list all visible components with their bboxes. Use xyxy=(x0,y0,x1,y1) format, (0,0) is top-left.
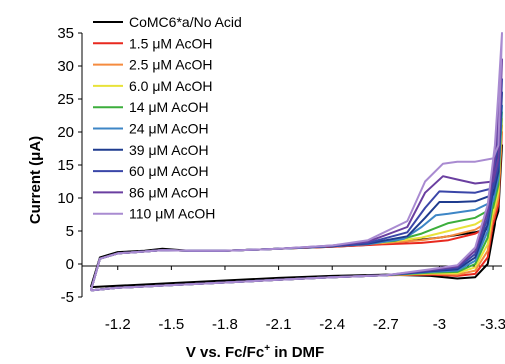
legend-label: 24 μM AcOH xyxy=(129,121,209,137)
x-tick-labels: -1.2 -1.5 -1.8 -2.1 -2.4 -2.7 -3 -3.3 xyxy=(105,266,505,333)
legend-label: 39 μM AcOH xyxy=(129,142,209,158)
y-tick-label: 15 xyxy=(57,157,74,174)
legend-label: 110 μM AcOH xyxy=(129,206,215,222)
legend-label: CoMC6*a/No Acid xyxy=(129,14,242,30)
legend-label: 86 μM AcOH xyxy=(129,184,209,200)
y-tick-label: 25 xyxy=(57,91,74,108)
x-axis-title-main: V vs. Fc/Fc xyxy=(186,344,264,361)
x-axis-title-suffix: in DMF xyxy=(270,344,324,361)
series-curves xyxy=(89,32,503,292)
x-axis-title-sup: + xyxy=(264,343,270,354)
y-axis-title: Current (μA) xyxy=(27,136,44,224)
y-tick-label: 35 xyxy=(57,25,74,42)
x-tick-label: -3.3 xyxy=(480,316,505,333)
legend-label: 6.0 μM AcOH xyxy=(129,78,213,94)
x-tick-label: -1.2 xyxy=(105,316,131,333)
x-tick-label: -2.7 xyxy=(373,316,399,333)
y-tick-label: -5 xyxy=(61,289,74,306)
y-tick-labels: -5 0 5 10 15 20 25 30 35 xyxy=(57,25,82,306)
x-tick-label: -1.5 xyxy=(158,316,184,333)
x-tick-label: -2.4 xyxy=(319,316,345,333)
x-tick-label: -2.1 xyxy=(266,316,292,333)
x-tick-label: -3 xyxy=(433,316,446,333)
legend-label: 14 μM AcOH xyxy=(129,99,209,115)
x-tick-label: -1.8 xyxy=(212,316,238,333)
y-tick-label: 20 xyxy=(57,124,74,141)
y-tick-label: 30 xyxy=(57,58,74,75)
legend: CoMC6*a/No Acid 1.5 μM AcOH 2.5 μM AcOH 6.0… xyxy=(93,14,242,222)
x-axis-title: V vs. Fc/Fc+ in DMF xyxy=(186,343,324,361)
legend-label: 2.5 μM AcOH xyxy=(129,57,213,73)
y-tick-label: 0 xyxy=(66,256,74,273)
legend-label: 60 μM AcOH xyxy=(129,163,209,179)
legend-label: 1.5 μM AcOH xyxy=(129,35,213,51)
y-tick-label: 10 xyxy=(57,190,74,207)
y-tick-label: 5 xyxy=(66,223,74,240)
series-line-10 xyxy=(89,32,503,292)
